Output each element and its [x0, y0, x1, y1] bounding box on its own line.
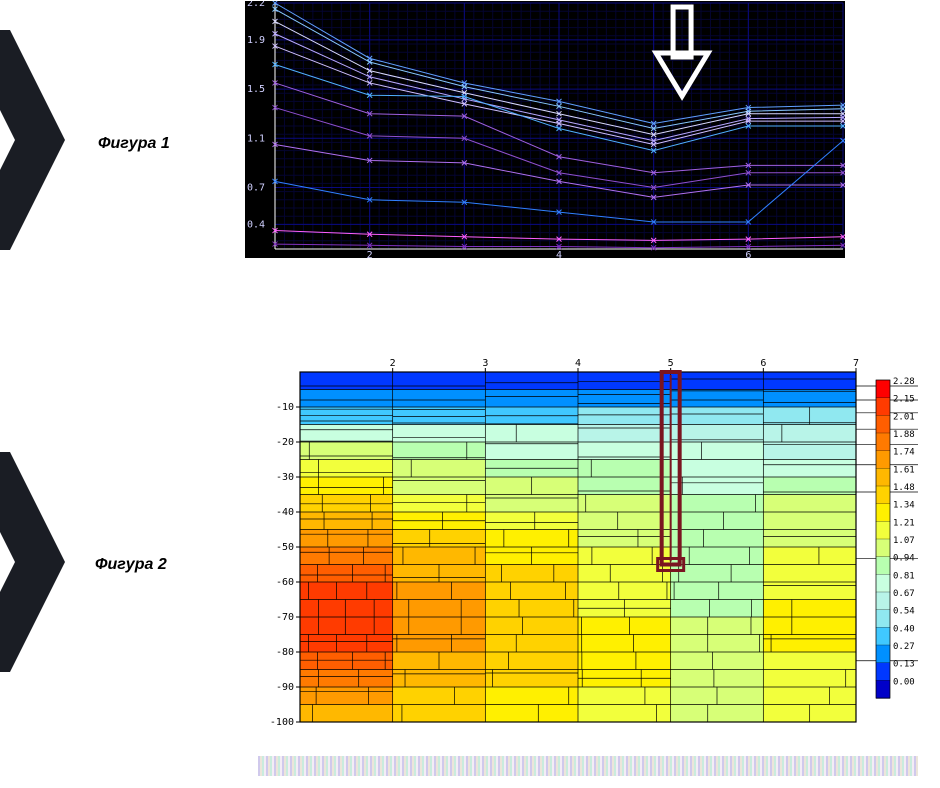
- svg-text:1.34: 1.34: [893, 501, 915, 511]
- svg-text:1.5: 1.5: [247, 84, 265, 95]
- hex-pointer-1: [0, 30, 75, 250]
- svg-text:-60: -60: [276, 577, 294, 588]
- svg-text:2: 2: [367, 250, 373, 259]
- svg-text:2.2: 2.2: [247, 1, 265, 9]
- svg-text:7: 7: [853, 358, 859, 369]
- svg-text:0.81: 0.81: [893, 571, 915, 581]
- svg-text:1.9: 1.9: [247, 35, 265, 46]
- svg-text:-100: -100: [270, 717, 294, 728]
- svg-text:1.61: 1.61: [893, 465, 915, 475]
- svg-text:2.01: 2.01: [893, 412, 915, 422]
- figure1-chart: 2.2 1.9 1.5 1.1 0.7 0.4 2 4 6: [245, 0, 845, 258]
- figure2-label: Фигура 2: [95, 556, 167, 574]
- svg-text:6: 6: [760, 358, 766, 369]
- svg-text:0.27: 0.27: [893, 642, 915, 652]
- svg-text:0.54: 0.54: [893, 607, 915, 617]
- svg-text:-90: -90: [276, 682, 294, 693]
- svg-text:0.40: 0.40: [893, 624, 915, 634]
- svg-text:-10: -10: [276, 402, 294, 413]
- svg-text:5: 5: [668, 358, 674, 369]
- svg-text:1.48: 1.48: [893, 483, 915, 493]
- svg-text:1.1: 1.1: [247, 133, 265, 144]
- figure1-label: Фигура 1: [98, 135, 170, 153]
- svg-text:4: 4: [556, 250, 562, 259]
- svg-text:1.21: 1.21: [893, 518, 915, 528]
- noise-strip: [258, 756, 918, 776]
- figure2-chart: 2 3 4 5 6 7 -10 -20 -30 -40 -50 -60 -70 -80 -90 -100 2.2…: [258, 352, 918, 730]
- svg-text:0.00: 0.00: [893, 677, 915, 687]
- svg-text:-50: -50: [276, 542, 294, 553]
- svg-text:-80: -80: [276, 647, 294, 658]
- svg-text:1.07: 1.07: [893, 536, 915, 546]
- svg-text:0.7: 0.7: [247, 183, 265, 194]
- hex-pointer-2: [0, 452, 75, 672]
- svg-text:-40: -40: [276, 507, 294, 518]
- svg-text:-20: -20: [276, 437, 294, 448]
- svg-text:0.4: 0.4: [247, 219, 265, 230]
- svg-text:0.13: 0.13: [893, 660, 915, 670]
- svg-text:1.74: 1.74: [893, 448, 915, 458]
- svg-text:6: 6: [745, 250, 751, 259]
- svg-text:2: 2: [390, 358, 396, 369]
- svg-text:0.94: 0.94: [893, 554, 915, 564]
- svg-text:-70: -70: [276, 612, 294, 623]
- svg-text:4: 4: [575, 358, 581, 369]
- svg-text:1.88: 1.88: [893, 430, 915, 440]
- svg-text:2.15: 2.15: [893, 395, 915, 405]
- svg-text:2.28: 2.28: [893, 377, 915, 387]
- svg-text:-30: -30: [276, 472, 294, 483]
- svg-text:0.67: 0.67: [893, 589, 915, 599]
- svg-text:3: 3: [482, 358, 488, 369]
